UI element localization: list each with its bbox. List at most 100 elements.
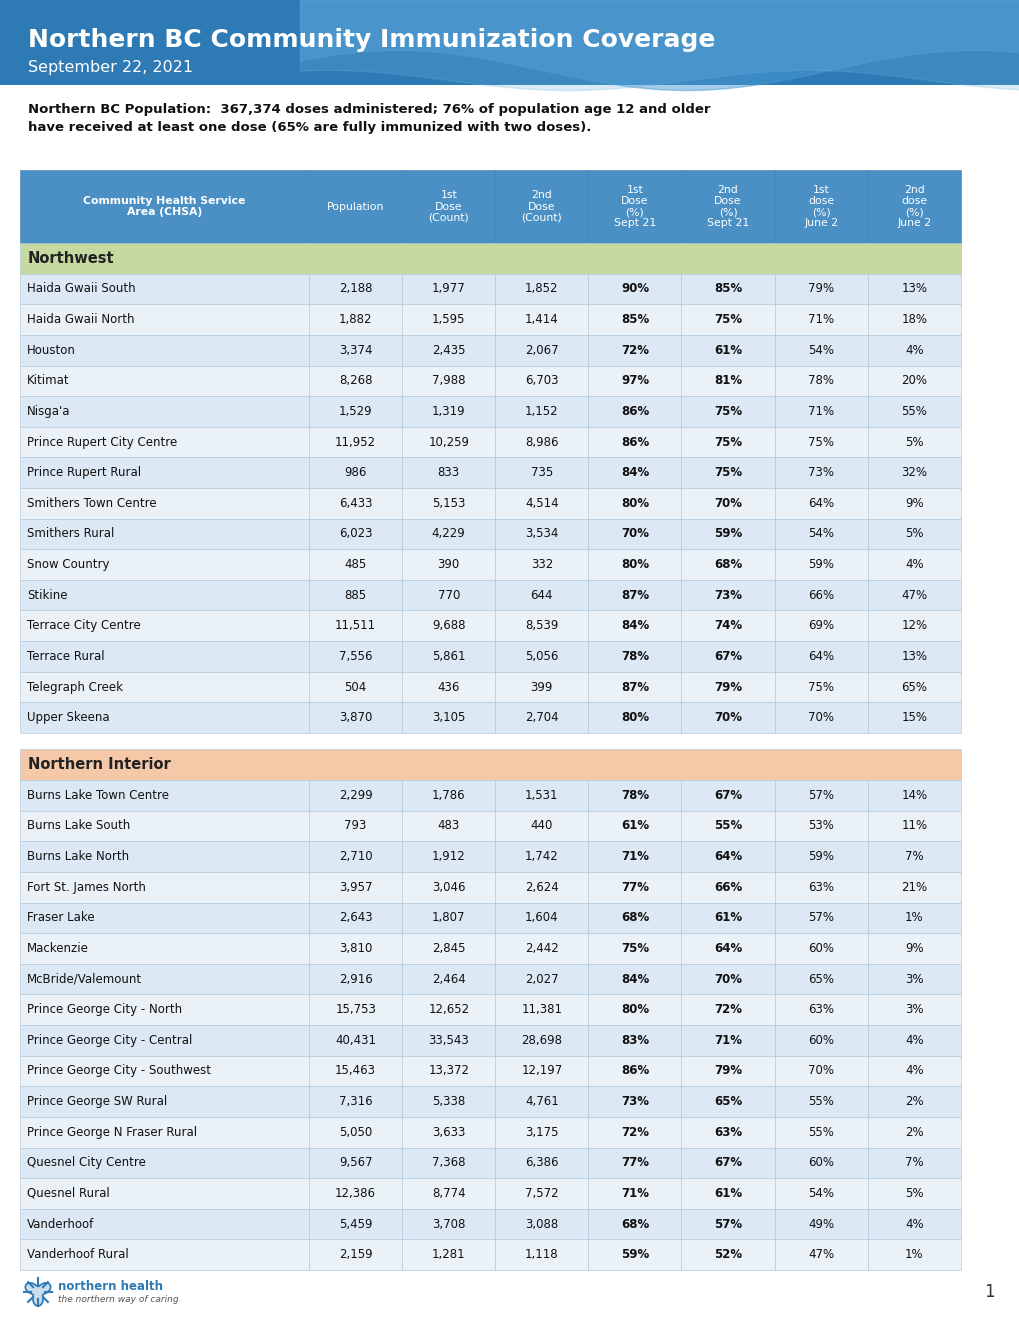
Text: 5,056: 5,056 [525,649,558,663]
Bar [309,642,401,672]
Bar [588,702,681,733]
Bar [867,335,960,366]
Bar [309,780,401,810]
Bar [20,873,309,903]
Text: 7,988: 7,988 [432,375,465,387]
Text: 12%: 12% [901,619,926,632]
Text: 78%: 78% [621,649,648,663]
Text: Burns Lake South: Burns Lake South [26,820,130,833]
Bar [20,810,309,841]
Bar [773,903,867,933]
Text: 83%: 83% [621,1034,648,1047]
Text: 1st
Dose
(%)
Sept 21: 1st Dose (%) Sept 21 [613,185,655,228]
Bar [867,1056,960,1086]
Text: 64%: 64% [713,850,742,863]
Bar [867,903,960,933]
Bar [309,841,401,873]
Bar [681,933,773,964]
Bar [867,1209,960,1239]
Text: 833: 833 [437,466,460,479]
Text: 84%: 84% [621,466,648,479]
Bar [681,994,773,1026]
Bar [867,457,960,488]
Text: 11,952: 11,952 [335,436,376,449]
Text: 485: 485 [344,558,367,572]
Text: 87%: 87% [621,589,648,602]
Text: Terrace City Centre: Terrace City Centre [26,619,141,632]
Bar [20,335,309,366]
Bar [681,903,773,933]
Text: 65%: 65% [901,681,926,693]
Text: 1st
Dose
(Count): 1st Dose (Count) [428,190,469,223]
Bar [401,579,495,610]
Text: 75%: 75% [713,405,742,418]
Text: McBride/Valemount: McBride/Valemount [26,973,142,986]
Text: 14%: 14% [901,789,926,801]
Text: 70%: 70% [713,496,742,510]
Text: 3,046: 3,046 [432,880,465,894]
Bar [309,366,401,396]
Text: Northern BC Community Immunization Coverage: Northern BC Community Immunization Cover… [28,28,714,51]
Text: 67%: 67% [713,1156,742,1170]
Bar [401,396,495,426]
Bar [773,964,867,994]
Bar [20,750,960,780]
Bar [20,243,960,273]
Text: 75%: 75% [713,313,742,326]
Text: 5%: 5% [904,436,922,449]
Bar [867,426,960,457]
Text: 40,431: 40,431 [335,1034,376,1047]
Text: Northwest: Northwest [28,251,114,265]
Text: 8,268: 8,268 [338,375,372,387]
Text: 1,807: 1,807 [432,911,465,924]
Bar [773,396,867,426]
Text: 4,761: 4,761 [525,1096,558,1107]
Text: 63%: 63% [807,880,834,894]
Bar [20,964,309,994]
Text: Upper Skeena: Upper Skeena [26,711,109,725]
Bar [20,672,309,702]
Bar [681,1056,773,1086]
Bar [867,579,960,610]
Bar [495,903,588,933]
Text: 1,604: 1,604 [525,911,558,924]
Text: 1%: 1% [904,1249,922,1261]
Bar [588,672,681,702]
Text: 61%: 61% [713,1187,742,1200]
Bar [681,426,773,457]
Text: 68%: 68% [713,558,742,572]
Text: 3,957: 3,957 [338,880,372,894]
Bar [309,702,401,733]
Text: the northern way of caring: the northern way of caring [58,1295,178,1304]
Bar [309,672,401,702]
Text: 67%: 67% [713,789,742,801]
Text: 2,464: 2,464 [431,973,465,986]
Bar [309,994,401,1026]
Text: Stikine: Stikine [26,589,67,602]
Text: 5,050: 5,050 [338,1126,372,1139]
Bar [495,396,588,426]
Bar [773,702,867,733]
Text: 644: 644 [530,589,552,602]
Text: Northern BC Population:  367,374 doses administered; 76% of population age 12 an: Northern BC Population: 367,374 doses ad… [28,103,710,135]
Bar [681,366,773,396]
Bar [588,841,681,873]
Bar [773,610,867,642]
Text: 18%: 18% [901,313,926,326]
Bar [867,273,960,305]
Text: 5,459: 5,459 [338,1217,372,1230]
Text: 13%: 13% [901,282,926,296]
Bar [588,933,681,964]
Text: 69%: 69% [807,619,834,632]
Text: 1,529: 1,529 [338,405,372,418]
Text: 75%: 75% [713,436,742,449]
Bar [681,1086,773,1117]
Bar [773,366,867,396]
Bar [20,579,309,610]
Text: 54%: 54% [807,1187,834,1200]
Bar [773,549,867,579]
Text: 1,882: 1,882 [338,313,372,326]
Text: Smithers Rural: Smithers Rural [26,528,114,540]
Text: 6,433: 6,433 [338,496,372,510]
Text: 11,381: 11,381 [521,1003,561,1016]
